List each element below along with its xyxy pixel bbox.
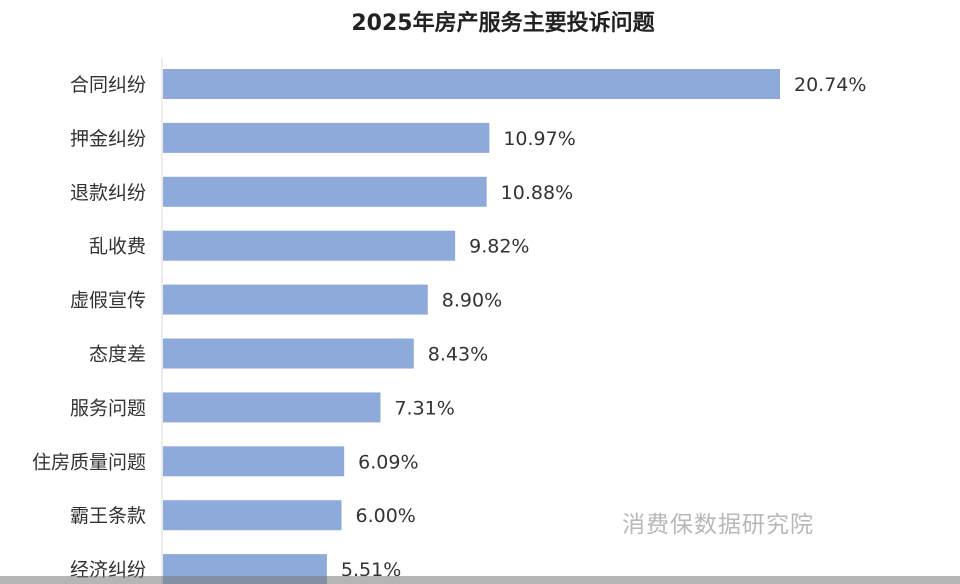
bar [163, 230, 456, 261]
category-label: 住房质量问题 [32, 451, 146, 473]
data-label: 6.09% [358, 451, 418, 473]
category-label: 退款纠纷 [70, 182, 146, 204]
data-label: 7.31% [394, 397, 454, 419]
bar [163, 446, 345, 477]
bar [163, 176, 487, 207]
category-label: 合同纠纷 [70, 74, 146, 96]
data-label: 20.74% [794, 74, 866, 96]
category-label: 经济纠纷 [70, 559, 146, 581]
category-label: 乱收费 [89, 236, 146, 258]
category-label: 押金纠纷 [70, 128, 146, 150]
data-label: 8.43% [428, 344, 488, 366]
data-label: 6.00% [355, 505, 415, 527]
bar [163, 122, 490, 153]
watermark: 消费保数据研究院 [622, 512, 814, 538]
bar [163, 69, 780, 99]
bar [163, 338, 414, 369]
bar [163, 500, 342, 531]
bar [163, 284, 428, 315]
category-label: 态度差 [89, 344, 146, 366]
data-label: 8.90% [442, 290, 502, 312]
bar [163, 392, 381, 423]
data-label: 10.97% [503, 128, 575, 150]
category-label: 霸王条款 [70, 505, 146, 527]
data-label: 10.88% [501, 182, 573, 204]
category-label: 虚假宣传 [70, 290, 146, 312]
category-label: 服务问题 [70, 397, 146, 419]
data-label: 9.82% [469, 236, 529, 258]
chart-title: 2025年房产服务主要投诉问题 [351, 10, 655, 36]
data-label: 5.51% [341, 559, 401, 581]
bottom-overlay [0, 576, 960, 584]
